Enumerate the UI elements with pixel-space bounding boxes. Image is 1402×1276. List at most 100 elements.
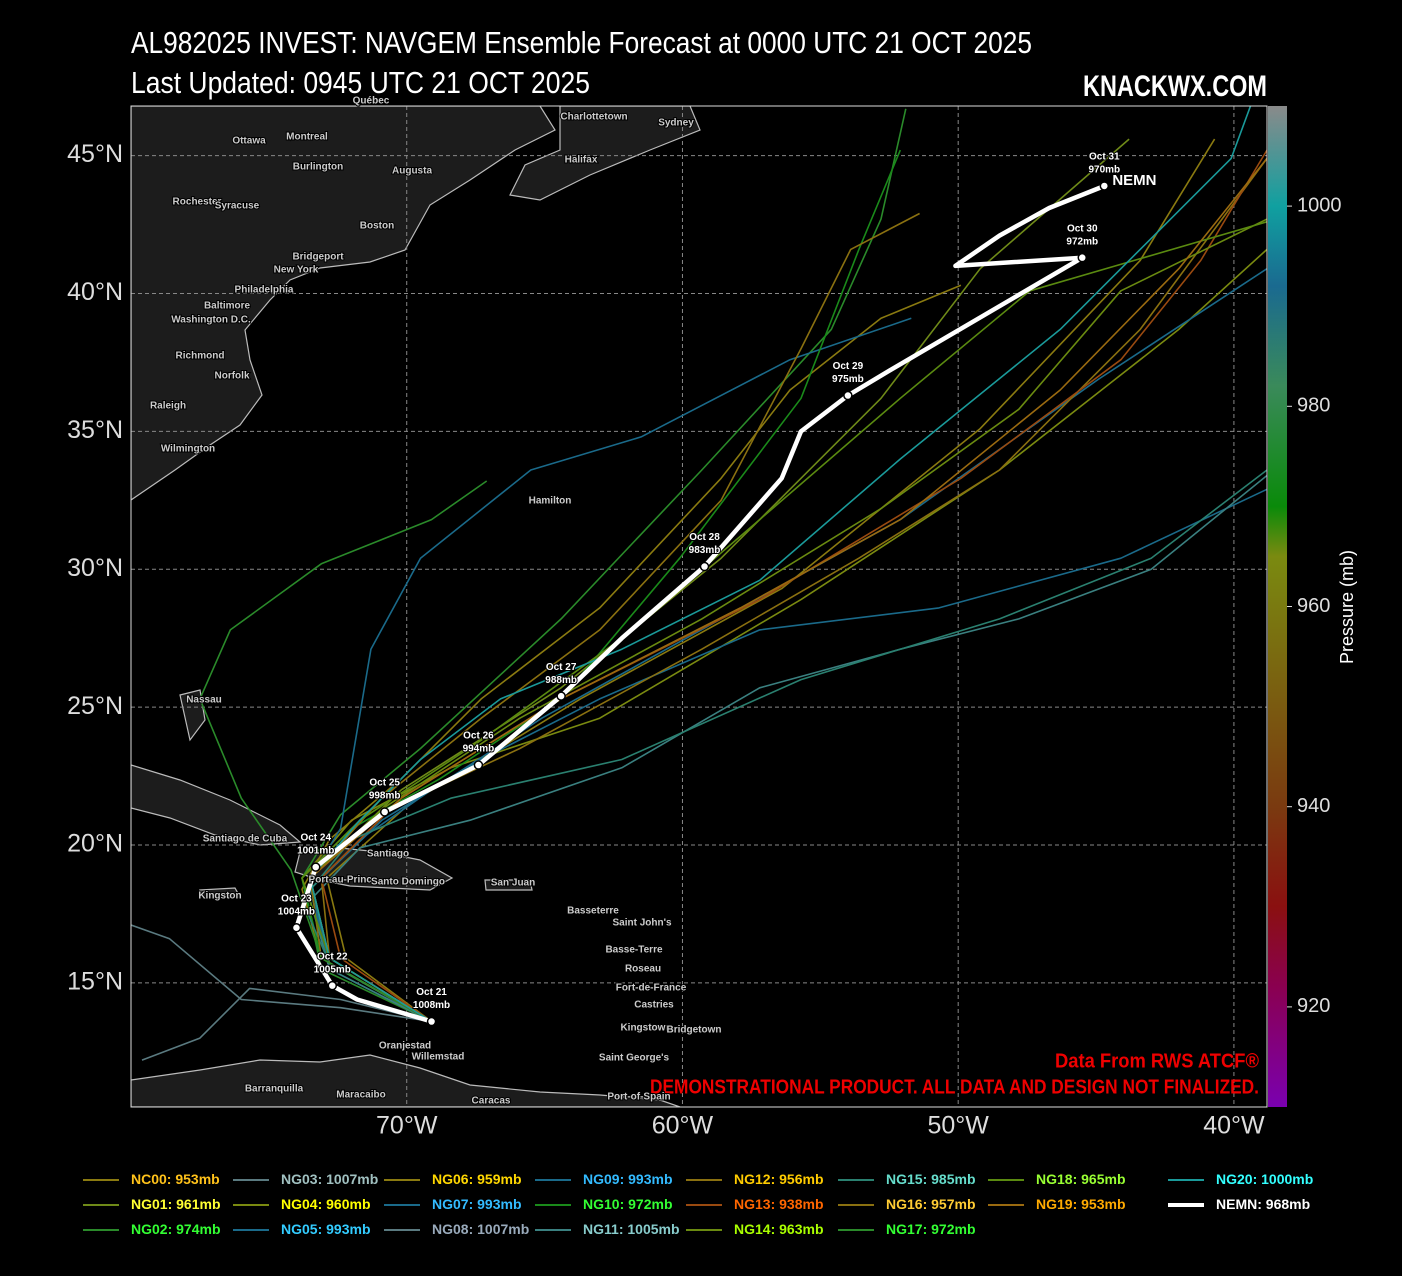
place-label: Santo Domingo (371, 877, 445, 888)
legend-entry: NG16: 957mb (886, 1196, 976, 1212)
place-label: Raleigh (150, 401, 186, 412)
track-point (379, 807, 390, 817)
place-label: Willemstad (412, 1052, 465, 1063)
point-date: Oct 31 (1089, 152, 1120, 163)
legend-name: NG16 (886, 1196, 923, 1212)
legend-separator: : (620, 1171, 629, 1187)
legend-entry: NG05: 993mb (281, 1221, 371, 1237)
place-label: Philadelphia (235, 285, 294, 296)
track-point (699, 561, 710, 572)
legend-separator: : (318, 1196, 327, 1212)
track-point (426, 1016, 437, 1027)
legend-separator: : (318, 1171, 327, 1187)
legend-entry: NC00: 953mb (131, 1171, 220, 1187)
member-track (301, 469, 1267, 1023)
brand: KNACKWX.COM (1083, 70, 1267, 103)
legend-separator: : (1073, 1171, 1082, 1187)
place-label: Québec (353, 96, 390, 107)
legend-separator: : (469, 1196, 478, 1212)
point-pressure: 994mb (463, 744, 495, 755)
legend-entry: NG18: 965mb (1036, 1171, 1126, 1187)
place-label: Santiago de Cuba (203, 834, 288, 845)
legend-name: NG02 (131, 1221, 168, 1237)
legend-separator: : (923, 1196, 932, 1212)
member-track (320, 157, 1267, 1023)
point-pressure: 983mb (689, 545, 721, 556)
chart-subtitle: Last Updated: 0945 UTC 21 OCT 2025 (131, 65, 590, 100)
legend-entry: NG19: 953mb (1036, 1196, 1126, 1212)
x-tick-label: 40°W (1203, 1112, 1265, 1140)
point-date: Oct 24 (300, 833, 331, 844)
legend-separator: : (168, 1196, 177, 1212)
legend-value: 963mb (779, 1221, 823, 1237)
bahamas (179, 689, 206, 742)
legend-separator: : (1257, 1196, 1266, 1212)
x-tick-label: 50°W (927, 1112, 989, 1140)
place-label: Basse-Terre (605, 945, 663, 956)
legend-value: 1000mb (1261, 1171, 1313, 1187)
legend-entry: NG17: 972mb (886, 1221, 976, 1237)
legend-separator: : (771, 1196, 780, 1212)
member-track (301, 221, 1267, 1023)
track-point (473, 760, 484, 770)
legend-name: NG15 (886, 1171, 923, 1187)
track-point (556, 691, 566, 701)
legend-value: 959mb (477, 1171, 521, 1187)
legend-name: NG07 (432, 1196, 469, 1212)
legend-value: 961mb (176, 1196, 220, 1212)
legend-name: NG20 (1216, 1171, 1253, 1187)
member-track (301, 284, 962, 1023)
legend-name: NG18 (1036, 1171, 1073, 1187)
point-pressure: 1001mb (297, 846, 334, 857)
legend-value: 960mb (326, 1196, 370, 1212)
land (131, 106, 701, 1107)
place-label: Syracuse (215, 201, 260, 212)
place-label: Bridgeport (292, 252, 344, 263)
legend-entry: NG13: 938mb (734, 1196, 824, 1212)
grid (131, 106, 1267, 1107)
legend-name: NG04 (281, 1196, 318, 1212)
legend-entry: NEMN: 968mb (1216, 1196, 1310, 1212)
place-label: Bridgetown (667, 1025, 722, 1036)
place-label: Hamilton (529, 496, 572, 507)
legend-name: NG10 (583, 1196, 620, 1212)
legend-separator: : (167, 1171, 176, 1187)
maritimes (509, 106, 701, 201)
point-pressure: 1008mb (413, 1000, 450, 1011)
legend-value: 968mb (1266, 1196, 1310, 1212)
member-track (309, 488, 1267, 1023)
colorbar-tick-label: 940 (1297, 795, 1330, 817)
colorbar (1268, 106, 1287, 1107)
cuba (131, 764, 302, 846)
map-background (131, 106, 1267, 1107)
legend-name: NG01 (131, 1196, 168, 1212)
disclaimer: DEMONSTRATIONAL PRODUCT. ALL DATA AND DE… (650, 1076, 1259, 1098)
south-america (131, 1054, 681, 1107)
point-pressure: 1004mb (278, 906, 315, 917)
legend-value: 953mb (1081, 1196, 1125, 1212)
place-label: Port-au-Prince (309, 875, 378, 886)
member-track (199, 480, 488, 1023)
place-label: Maracaibo (336, 1090, 385, 1101)
legend-name: NG13 (734, 1196, 771, 1212)
legend-name: NG19 (1036, 1196, 1073, 1212)
member-track (301, 149, 902, 1023)
legend-separator: : (168, 1221, 177, 1237)
member-track (141, 987, 432, 1061)
member-track (326, 138, 1216, 1023)
colorbar-tick-label: 1000 (1297, 194, 1342, 216)
place-label: Caracas (472, 1096, 511, 1107)
colorbar-tick-label: 920 (1297, 995, 1330, 1017)
y-tick-label: 30°N (67, 554, 123, 582)
legend-separator: : (923, 1221, 932, 1237)
legend-name: NC00 (131, 1171, 167, 1187)
legend-entry: NG02: 974mb (131, 1221, 221, 1237)
jamaica (198, 887, 242, 899)
place-label: Richmond (176, 351, 225, 362)
legend-value: 993mb (326, 1221, 370, 1237)
place-label: Halifax (565, 155, 598, 166)
legend-separator: : (771, 1221, 780, 1237)
place-label: Saint John's (612, 918, 671, 929)
